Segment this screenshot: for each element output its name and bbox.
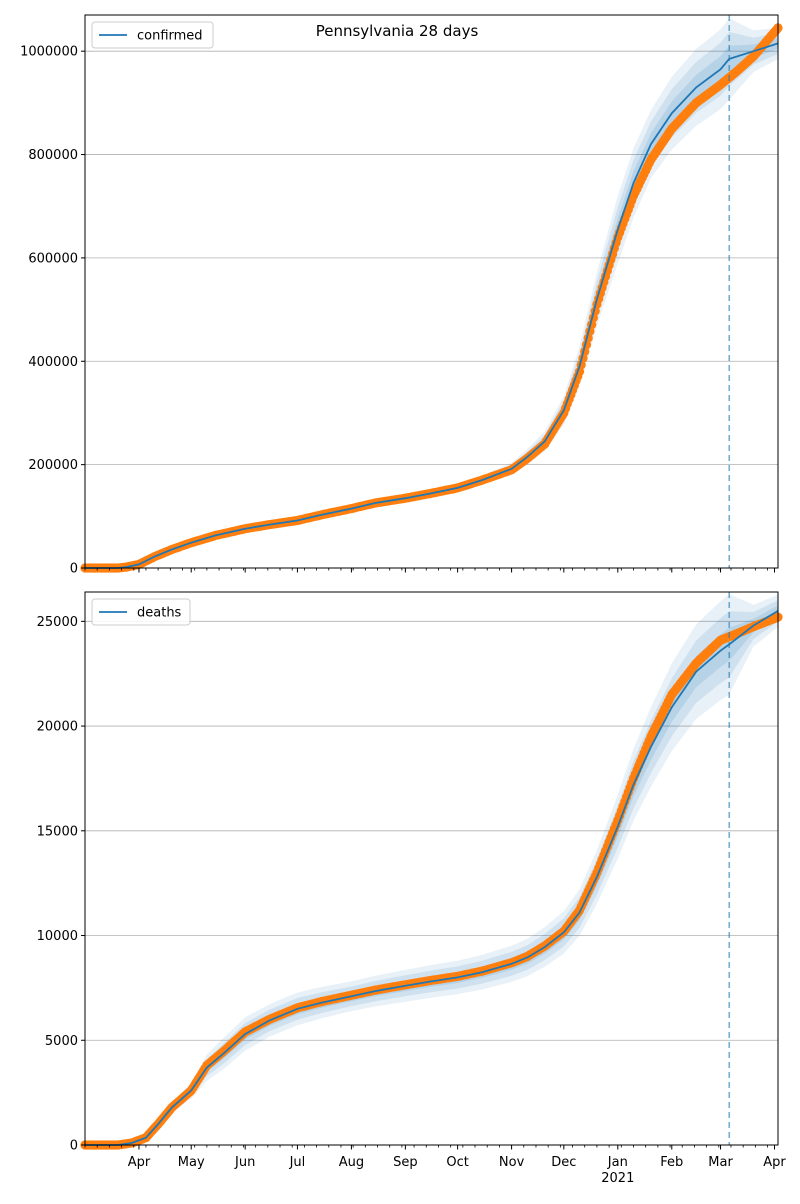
legend: confirmed (91, 21, 214, 49)
x-tick-label: Mar (708, 1155, 733, 1170)
y-tick-label: 5000 (45, 1034, 78, 1049)
x-tick-label: Oct (446, 1155, 468, 1170)
y-tick-label: 0 (70, 562, 78, 577)
x-tick-label: Jan (607, 1155, 628, 1170)
chart-title: Pennsylvania 28 days (316, 22, 479, 40)
x-tick-label: Jun (234, 1155, 255, 1170)
model-line (85, 42, 779, 569)
y-tick-label: 25000 (37, 615, 78, 630)
uncertainty-band (85, 605, 778, 1145)
x-tick-label: May (178, 1155, 205, 1170)
y-tick-label: 0 (70, 1139, 78, 1154)
y-tick-label: 15000 (37, 824, 78, 839)
x-tick-label: Nov (499, 1155, 525, 1170)
y-tick-label: 600000 (28, 251, 78, 266)
legend-box (91, 21, 214, 49)
deaths-panel: 0 5000 10000 15000 20000 25000 Apr May Jun Jul Aug… (37, 591, 786, 1186)
x-tick-label: Jul (289, 1155, 306, 1170)
x-tick-label: Sep (393, 1155, 418, 1170)
x-tick-label: Aug (339, 1155, 364, 1170)
y-tick-label: 10000 (37, 929, 78, 944)
legend: deaths (91, 598, 191, 626)
y-tick-label: 200000 (28, 458, 78, 473)
legend-label: deaths (137, 606, 182, 621)
x-year-label: 2021 (601, 1171, 634, 1186)
axes-frame (84, 591, 779, 1146)
y-tick-label: 800000 (28, 148, 78, 163)
y-tick-label: 20000 (37, 720, 78, 735)
x-tick-label: Apr (128, 1155, 151, 1170)
confirmed-panel: 0 200000 400000 600000 800000 1000000 confirme… (20, 14, 783, 577)
x-tick-label: Dec (551, 1155, 576, 1170)
legend-label: confirmed (137, 29, 203, 44)
model-line (85, 610, 779, 1146)
x-tick-label: Apr (763, 1155, 786, 1170)
x-tick-label: Feb (660, 1155, 683, 1170)
axes-frame (84, 14, 779, 569)
uncertainty-band (85, 31, 778, 568)
y-tick-label: 400000 (28, 355, 78, 370)
uncertainty-band (85, 18, 778, 568)
legend-box (91, 598, 191, 626)
y-tick-label: 1000000 (20, 45, 78, 60)
